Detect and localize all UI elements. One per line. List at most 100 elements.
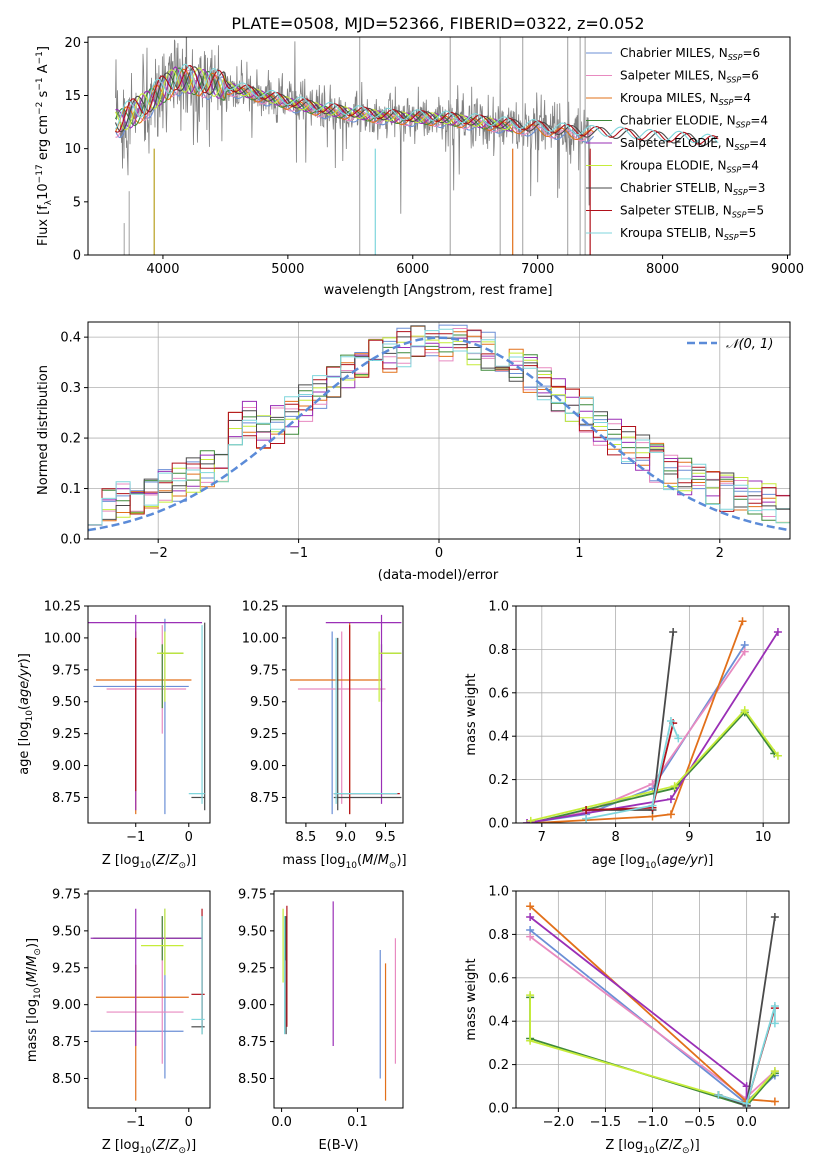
x-tick-label: −1.5 (590, 1115, 622, 1130)
x-tick-label: −1 (126, 1115, 145, 1130)
plots: 4000 5000 6000 7000 8000 900005101520waveleng… (17, 36, 804, 1156)
histogram-step-line (88, 325, 790, 526)
plot-area (289, 614, 402, 815)
y-tick-label: 0.0 (488, 1102, 509, 1117)
histogram-step-line (88, 328, 790, 526)
plus-marker (714, 1090, 723, 1099)
plus-marker (648, 801, 657, 810)
axes-frame (87, 890, 211, 1109)
y-tick-label: 0.4 (60, 331, 81, 346)
legend-label: Salpeter STELIB, NSSP=5 (620, 204, 764, 220)
y-tick-label: 0.2 (488, 1058, 509, 1073)
x-tick-label: 0.1 (347, 1115, 368, 1130)
legend-label: Chabrier MILES, NSSP=6 (620, 46, 760, 62)
plus-marker (770, 1097, 779, 1106)
y-tick-label: 0.3 (60, 381, 81, 396)
panel-age-vs-Z: −1 0 8.75 9.00 9.25 9.50 9.75 10.00 10.25 Z [log1… (17, 600, 211, 871)
y-tick-label: 8.75 (238, 1035, 267, 1050)
y-tick-label: 0.6 (488, 971, 509, 986)
figure-title: PLATE=0508, MJD=52366, FIBERID=0322, z=0… (231, 14, 644, 33)
model-spectrum-line (115, 65, 719, 145)
plus-marker (773, 628, 782, 637)
y-tick-label: 8.75 (52, 1035, 81, 1050)
y-axis-label: mass [log10(M/M⊙)] (25, 938, 43, 1062)
y-axis-label: mass weight (464, 958, 479, 1040)
legend-label: Salpeter ELODIE, NSSP=4 (620, 136, 767, 152)
legend-label: Kroupa ELODIE, NSSP=4 (620, 159, 759, 175)
plus-marker (526, 816, 535, 823)
y-tick-label: 9.50 (52, 924, 81, 939)
y-tick-label: 9.75 (250, 663, 279, 678)
y-tick-label: 9.00 (238, 998, 267, 1013)
y-tick-label: 0 (73, 249, 81, 264)
y-axis-label: mass weight (464, 673, 479, 755)
y-tick-label: 10.25 (44, 600, 81, 615)
y-tick-label: 0.8 (488, 928, 509, 943)
series-line (534, 620, 744, 823)
x-tick-label: −1 (126, 830, 145, 845)
normal-curve-line (88, 336, 790, 532)
plus-marker (669, 628, 678, 637)
x-tick-label: 8 (611, 830, 619, 845)
plus-marker (740, 647, 749, 656)
plus-marker (526, 902, 535, 911)
x-axis-label: wavelength [Angstrom, rest frame] (324, 283, 553, 298)
x-axis-label: E(B-V) (318, 1138, 358, 1153)
plus-marker (770, 1002, 779, 1011)
panel-mass-weight-vs-age: 7 8 9 10 0.0 0.2 0.4 0.6 0.8 1.0 mass weight age [l… (464, 600, 790, 871)
plus-marker (674, 734, 683, 743)
panel-mass-weight-vs-Z: −2.0 −1.5 −1.0 −0.5 0.0 0.0 0.2 0.4 0.6 0.8 1.0 mas… (464, 885, 790, 1156)
x-tick-label: −1.0 (637, 1115, 669, 1130)
plus-marker (526, 1036, 535, 1045)
y-tick-label: 0.0 (60, 533, 81, 548)
histogram-step-line (88, 325, 790, 526)
y-tick-label: 0.2 (60, 432, 81, 447)
plus-marker (526, 991, 535, 1000)
x-tick-label: 9000 (771, 262, 804, 277)
y-tick-label: 0.4 (488, 730, 509, 745)
x-tick-label: 7 (538, 830, 546, 845)
x-tick-label: 5000 (271, 262, 304, 277)
y-tick-label: 9.50 (52, 695, 81, 710)
plus-marker (770, 1067, 779, 1076)
y-tick-label: 0.2 (488, 773, 509, 788)
plus-marker (526, 913, 535, 922)
x-tick-label: −1 (289, 546, 308, 561)
series-line (530, 710, 775, 823)
series-line (585, 718, 680, 820)
x-axis-label: age [log10(age/yr)] (592, 853, 714, 871)
x-axis-label: (data-model)/error (378, 568, 499, 583)
y-tick-label: 15 (64, 89, 81, 104)
plus-marker (770, 1019, 779, 1028)
panel-residual-histogram: −2 −1 0 1 2 0.0 0.1 0.2 0.3 0.4 𝒩(0, 1) (data-model… (36, 321, 791, 583)
model-spectrum-line (114, 67, 513, 133)
y-tick-label: 8.50 (52, 1072, 81, 1087)
axes-frame (515, 605, 790, 824)
x-tick-label: 6000 (396, 262, 429, 277)
histogram-step-line (88, 337, 790, 526)
x-tick-label: 9.5 (375, 830, 396, 845)
plus-marker (666, 810, 675, 819)
x-tick-label: 7000 (521, 262, 554, 277)
y-tick-label: 20 (64, 36, 81, 51)
plus-marker (666, 795, 675, 804)
y-tick-label: 1.0 (488, 885, 509, 900)
x-tick-label: 8000 (646, 262, 679, 277)
x-axis-label: Z [log10(Z/Z⊙)] (102, 853, 196, 871)
x-axis-label: Z [log10(Z/Z⊙)] (605, 1138, 699, 1156)
plot-area (90, 908, 205, 1101)
y-tick-label: 10 (64, 142, 81, 157)
x-tick-label: 0 (185, 1115, 193, 1130)
plus-marker (742, 1099, 751, 1108)
y-tick-label: 9.50 (250, 695, 279, 710)
y-tick-label: 8.75 (250, 791, 279, 806)
x-tick-label: −2 (149, 546, 168, 561)
legend-label: 𝒩(0, 1) (726, 337, 773, 352)
y-tick-label: 9.25 (238, 961, 267, 976)
plus-marker (738, 617, 747, 626)
y-tick-label: 5 (73, 195, 81, 210)
plus-marker (582, 814, 591, 823)
panel-spectrum: 4000 5000 6000 7000 8000 9000 0 5 10 15 20 waveleng… (35, 36, 804, 298)
y-tick-label: 0.4 (488, 1015, 509, 1030)
